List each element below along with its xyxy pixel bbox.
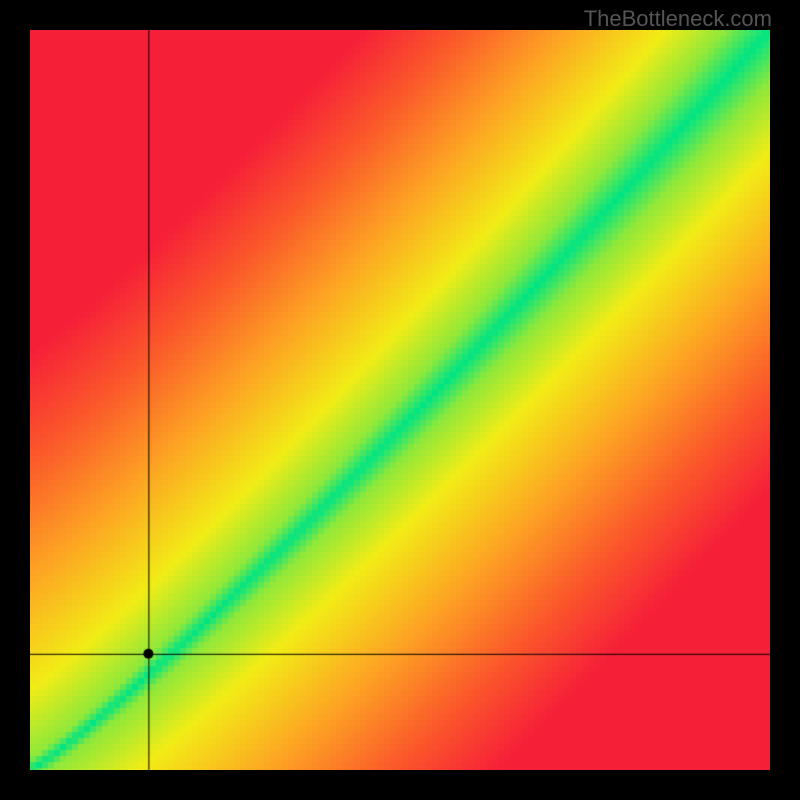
bottleneck-heatmap (30, 30, 770, 770)
heatmap-canvas (30, 30, 770, 770)
watermark-text: TheBottleneck.com (584, 6, 772, 32)
